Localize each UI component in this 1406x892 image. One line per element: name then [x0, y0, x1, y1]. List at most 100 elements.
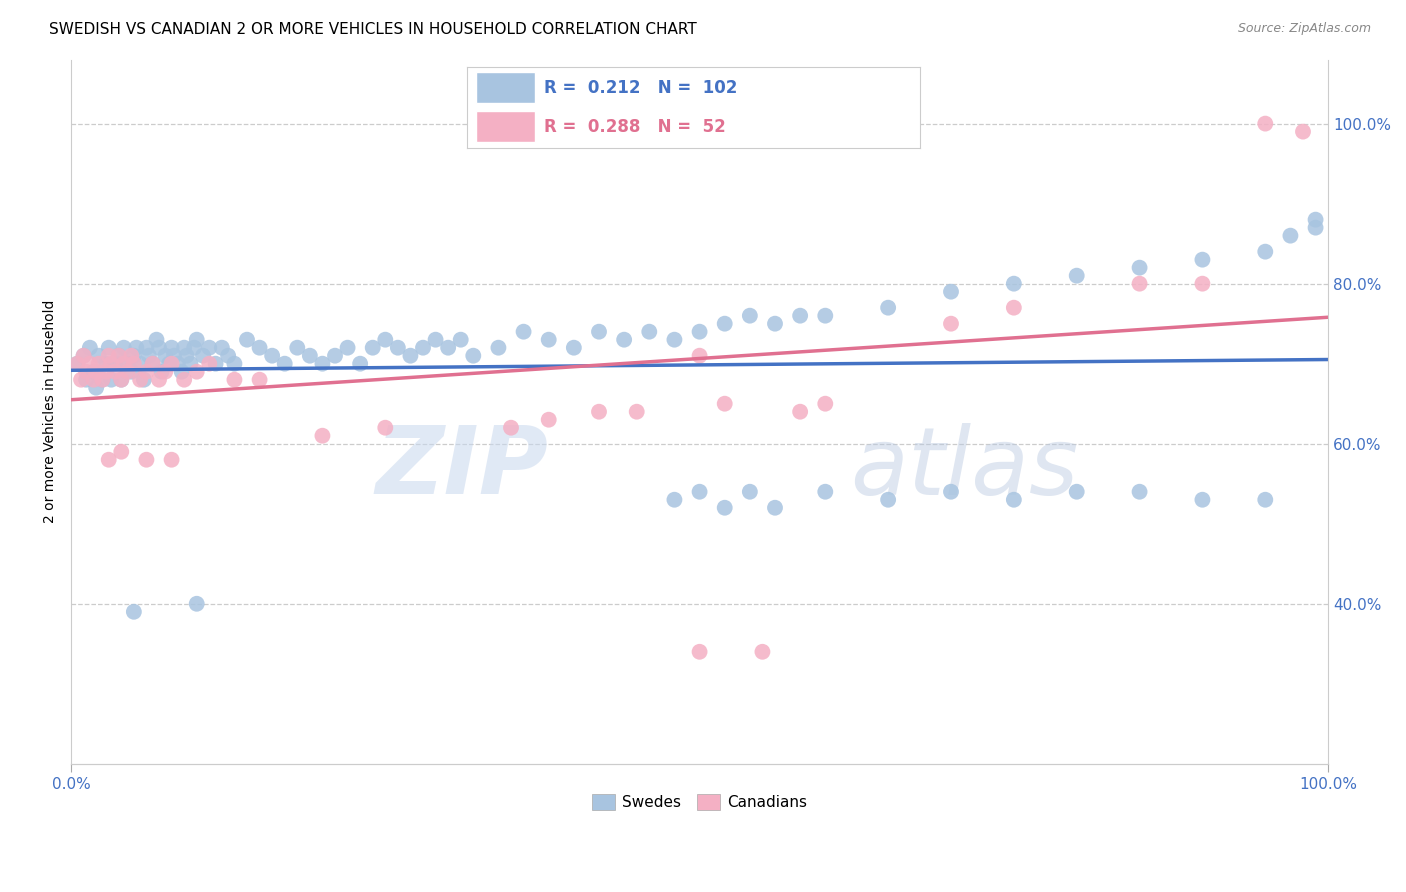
Point [588, 325, 610, 339]
Point [751, 645, 773, 659]
Point [148, 373, 170, 387]
Point [1305, 212, 1327, 227]
Point [104, 365, 127, 379]
Point [142, 357, 165, 371]
Point [236, 333, 259, 347]
Text: ZIP: ZIP [375, 422, 548, 514]
Point [135, 341, 157, 355]
Point [1254, 492, 1277, 507]
Point [75, 373, 97, 387]
Point [97, 349, 120, 363]
Text: SWEDISH VS CANADIAN 2 OR MORE VEHICLES IN HOUSEHOLD CORRELATION CHART: SWEDISH VS CANADIAN 2 OR MORE VEHICLES I… [49, 22, 697, 37]
Point [425, 333, 447, 347]
Point [122, 357, 145, 371]
Point [186, 333, 208, 347]
Point [1066, 268, 1088, 283]
Point [713, 317, 735, 331]
Point [814, 309, 837, 323]
Point [877, 301, 900, 315]
Point [66, 357, 89, 371]
Point [488, 341, 510, 355]
Point [689, 484, 711, 499]
Point [664, 333, 686, 347]
Point [499, 420, 522, 434]
Text: Source: ZipAtlas.com: Source: ZipAtlas.com [1237, 22, 1371, 36]
Point [713, 397, 735, 411]
Point [132, 373, 155, 387]
Point [1002, 301, 1025, 315]
Point [562, 341, 585, 355]
Point [814, 484, 837, 499]
Point [148, 341, 170, 355]
Point [1254, 117, 1277, 131]
Legend: Swedes, Canadians: Swedes, Canadians [586, 788, 814, 816]
Point [537, 333, 560, 347]
Point [110, 373, 132, 387]
Point [738, 484, 761, 499]
Point [66, 357, 89, 371]
Point [349, 357, 371, 371]
Point [100, 357, 122, 371]
Point [173, 341, 195, 355]
Point [87, 357, 110, 371]
Point [689, 325, 711, 339]
Point [107, 349, 129, 363]
Point [217, 349, 239, 363]
Point [97, 341, 120, 355]
Point [763, 317, 786, 331]
Point [110, 444, 132, 458]
Point [211, 341, 233, 355]
Point [437, 341, 460, 355]
Point [176, 349, 198, 363]
Point [939, 317, 962, 331]
Point [311, 357, 333, 371]
Text: atlas: atlas [851, 423, 1078, 514]
Point [117, 357, 139, 371]
Point [122, 605, 145, 619]
Point [1191, 277, 1213, 291]
Point [789, 309, 811, 323]
Point [110, 373, 132, 387]
Point [399, 349, 422, 363]
Point [374, 333, 396, 347]
Point [96, 365, 118, 379]
Point [107, 349, 129, 363]
Point [939, 484, 962, 499]
Point [155, 349, 177, 363]
Point [186, 597, 208, 611]
Point [626, 405, 648, 419]
Point [939, 285, 962, 299]
Point [1191, 252, 1213, 267]
Point [1066, 484, 1088, 499]
Point [713, 500, 735, 515]
Point [588, 405, 610, 419]
Point [336, 341, 359, 355]
Point [311, 428, 333, 442]
Point [129, 357, 152, 371]
Point [249, 341, 271, 355]
Point [204, 357, 226, 371]
Point [104, 357, 127, 371]
Point [157, 357, 180, 371]
Point [72, 349, 94, 363]
Point [125, 341, 148, 355]
Y-axis label: 2 or more Vehicles in Household: 2 or more Vehicles in Household [44, 300, 58, 524]
Point [160, 357, 183, 371]
Point [112, 341, 135, 355]
Point [135, 452, 157, 467]
Point [91, 373, 114, 387]
Point [160, 452, 183, 467]
Point [84, 365, 107, 379]
Point [412, 341, 434, 355]
Point [387, 341, 409, 355]
Point [96, 357, 118, 371]
Point [274, 357, 297, 371]
Point [179, 357, 201, 371]
Point [186, 365, 208, 379]
Point [120, 349, 142, 363]
Point [198, 357, 221, 371]
Point [689, 349, 711, 363]
Point [738, 309, 761, 323]
Point [664, 492, 686, 507]
Point [463, 349, 485, 363]
